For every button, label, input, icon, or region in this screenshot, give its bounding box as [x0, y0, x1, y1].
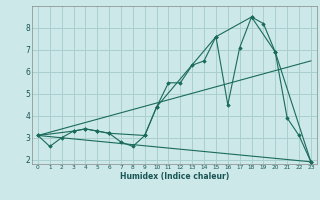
X-axis label: Humidex (Indice chaleur): Humidex (Indice chaleur): [120, 172, 229, 181]
